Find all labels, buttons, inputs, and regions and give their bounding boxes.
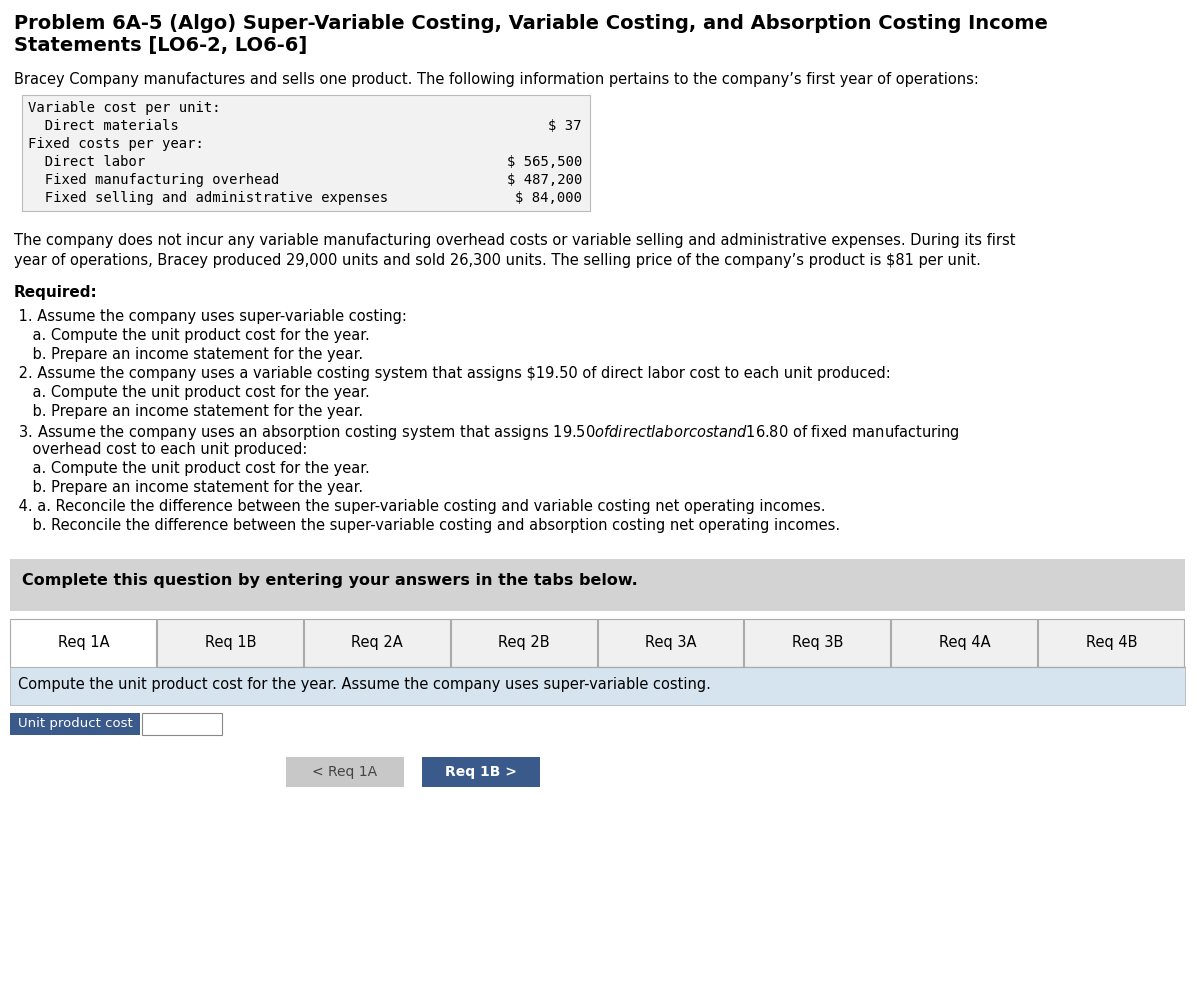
Bar: [451, 619, 596, 667]
Text: Bracey Company manufactures and sells one product. The following information per: Bracey Company manufactures and sells on…: [14, 72, 979, 87]
Text: Variable cost per unit:: Variable cost per unit:: [28, 101, 221, 115]
Text: Fixed manufacturing overhead: Fixed manufacturing overhead: [28, 173, 280, 187]
Text: 3. Assume the company uses an absorption costing system that assigns $19.50 of d: 3. Assume the company uses an absorption…: [14, 423, 960, 442]
Bar: [10, 619, 156, 667]
Text: b. Prepare an income statement for the year.: b. Prepare an income statement for the y…: [14, 480, 364, 495]
Text: b. Prepare an income statement for the year.: b. Prepare an income statement for the y…: [14, 347, 364, 362]
Bar: [10, 713, 140, 735]
Text: $ 37: $ 37: [548, 119, 582, 133]
Text: Unit product cost: Unit product cost: [18, 718, 132, 730]
Bar: [598, 619, 743, 667]
Text: Problem 6A-5 (Algo) Super-Variable Costing, Variable Costing, and Absorption Cos: Problem 6A-5 (Algo) Super-Variable Costi…: [14, 14, 1048, 33]
Text: Direct materials: Direct materials: [28, 119, 179, 133]
Bar: [10, 667, 1186, 705]
Text: overhead cost to each unit produced:: overhead cost to each unit produced:: [14, 442, 307, 457]
Bar: [304, 619, 450, 667]
Text: Req 4A: Req 4A: [938, 635, 990, 651]
Text: 1. Assume the company uses super-variable costing:: 1. Assume the company uses super-variabl…: [14, 309, 407, 324]
Text: Req 3A: Req 3A: [646, 635, 697, 651]
Text: Fixed costs per year:: Fixed costs per year:: [28, 137, 204, 151]
Text: 2. Assume the company uses a variable costing system that assigns $19.50 of dire: 2. Assume the company uses a variable co…: [14, 366, 890, 381]
Text: $ 487,200: $ 487,200: [506, 173, 582, 187]
Text: Req 1B: Req 1B: [204, 635, 256, 651]
Bar: [744, 619, 890, 667]
Text: The company does not incur any variable manufacturing overhead costs or variable: The company does not incur any variable …: [14, 233, 1015, 248]
Bar: [422, 757, 540, 787]
Text: Direct labor: Direct labor: [28, 155, 145, 169]
Bar: [22, 95, 590, 211]
Bar: [10, 559, 1186, 611]
Text: a. Compute the unit product cost for the year.: a. Compute the unit product cost for the…: [14, 385, 370, 400]
Text: Req 3B: Req 3B: [792, 635, 844, 651]
Bar: [892, 619, 1037, 667]
Text: 4. a. Reconcile the difference between the super-variable costing and variable c: 4. a. Reconcile the difference between t…: [14, 499, 826, 514]
Text: b. Prepare an income statement for the year.: b. Prepare an income statement for the y…: [14, 404, 364, 419]
Text: year of operations, Bracey produced 29,000 units and sold 26,300 units. The sell: year of operations, Bracey produced 29,0…: [14, 253, 980, 268]
Text: a. Compute the unit product cost for the year.: a. Compute the unit product cost for the…: [14, 328, 370, 343]
Text: Complete this question by entering your answers in the tabs below.: Complete this question by entering your …: [22, 573, 637, 588]
Text: Required:: Required:: [14, 285, 97, 300]
Text: Fixed selling and administrative expenses: Fixed selling and administrative expense…: [28, 191, 388, 205]
Text: Req 1B >: Req 1B >: [445, 765, 517, 779]
Text: Statements [LO6-2, LO6-6]: Statements [LO6-2, LO6-6]: [14, 36, 307, 55]
Bar: [157, 619, 302, 667]
Text: < Req 1A: < Req 1A: [312, 765, 378, 779]
Text: $ 84,000: $ 84,000: [515, 191, 582, 205]
Text: Req 4B: Req 4B: [1086, 635, 1138, 651]
Bar: [1038, 619, 1184, 667]
Bar: [286, 757, 404, 787]
Text: b. Reconcile the difference between the super-variable costing and absorption co: b. Reconcile the difference between the …: [14, 518, 840, 533]
Text: Req 2A: Req 2A: [352, 635, 403, 651]
Text: Req 1A: Req 1A: [58, 635, 109, 651]
Text: Req 2B: Req 2B: [498, 635, 550, 651]
Bar: [142, 713, 222, 735]
Text: Compute the unit product cost for the year. Assume the company uses super-variab: Compute the unit product cost for the ye…: [18, 677, 710, 692]
Text: $ 565,500: $ 565,500: [506, 155, 582, 169]
Text: a. Compute the unit product cost for the year.: a. Compute the unit product cost for the…: [14, 461, 370, 476]
